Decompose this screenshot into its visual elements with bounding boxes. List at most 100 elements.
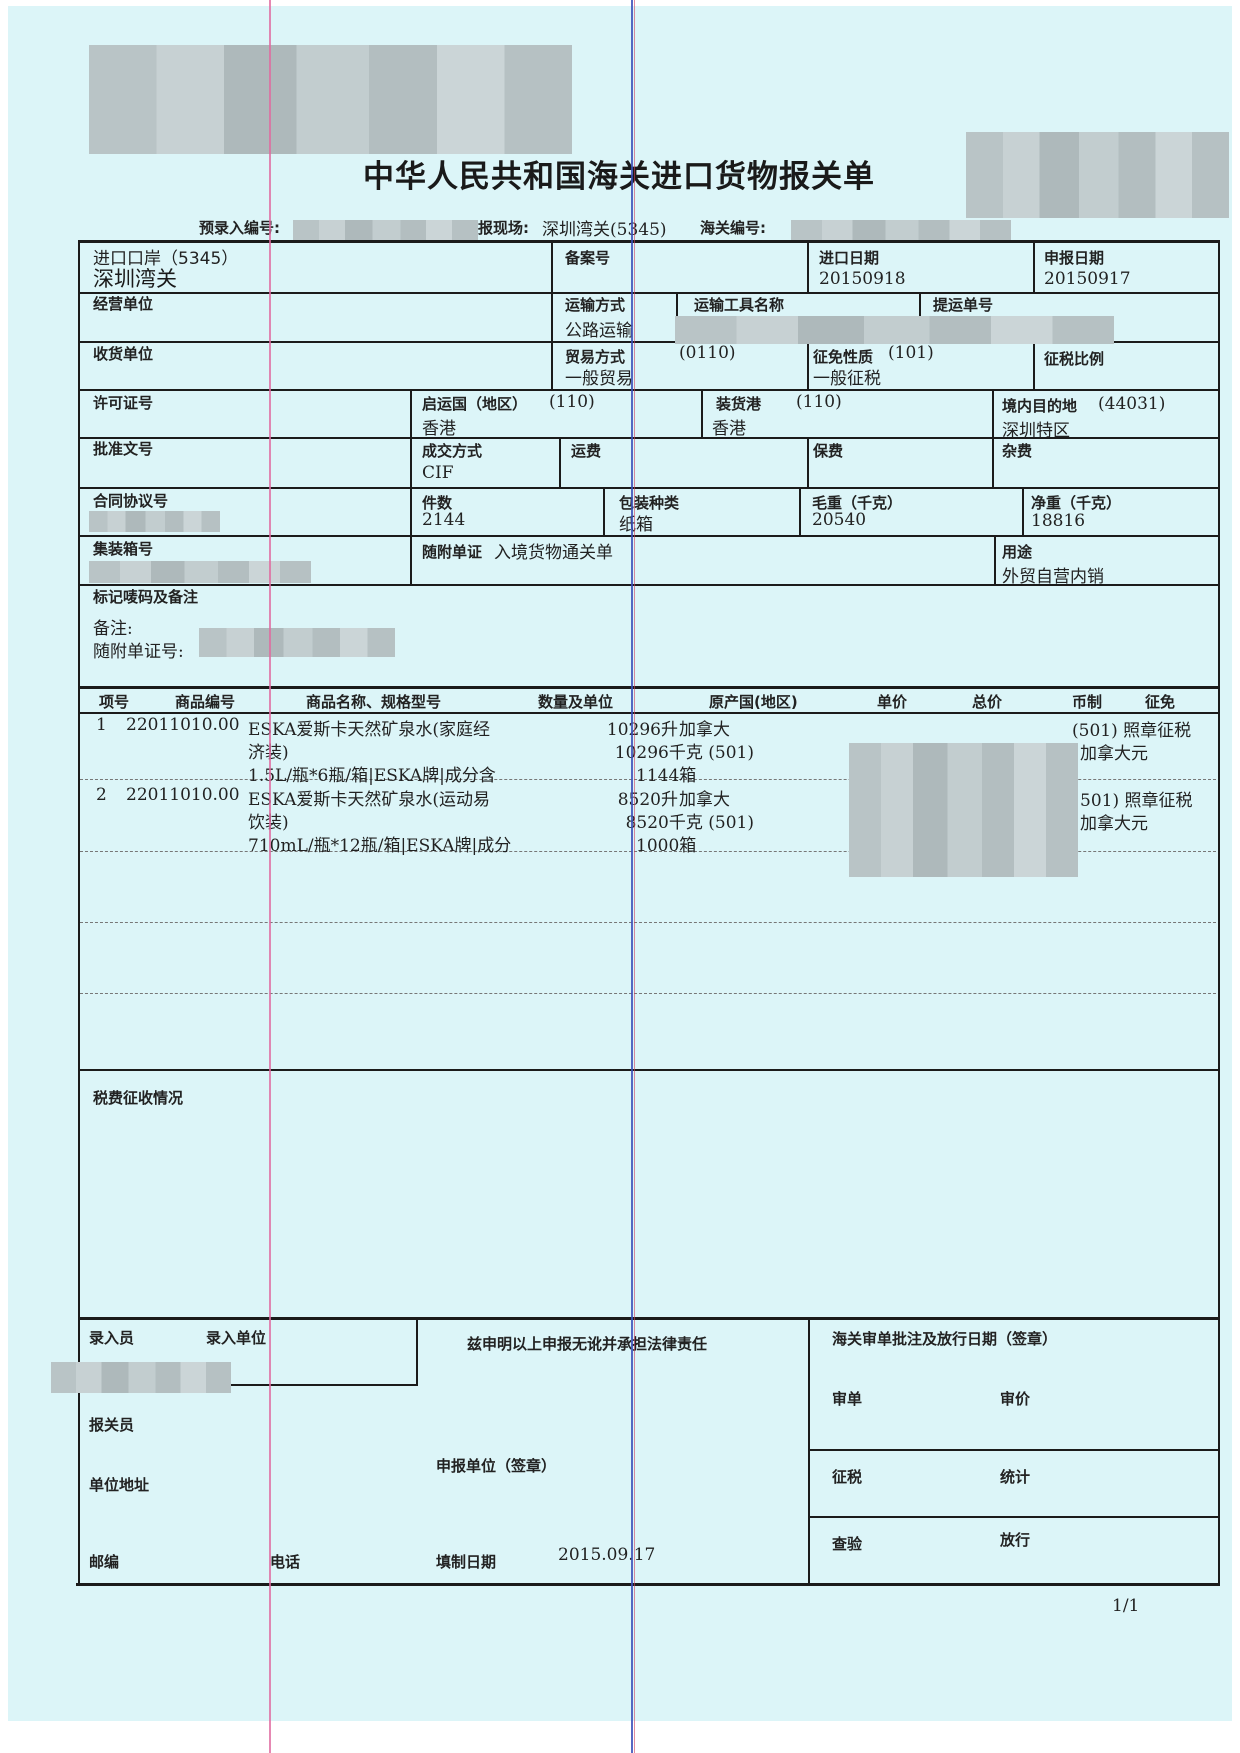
customs-approval-label: 海关审单批注及放行日期（签章） <box>832 1330 1058 1348</box>
statistics-label: 统计 <box>1000 1468 1031 1486</box>
origin-country-label: 启运国（地区） <box>422 395 528 413</box>
net-weight-value: 18816 <box>1031 511 1086 531</box>
attached-doc-no-label: 随附单证号: <box>93 642 184 662</box>
item-name-line: 饮装) <box>248 808 289 833</box>
transport-mode-label: 运输方式 <box>565 296 626 314</box>
column-header: 原产国(地区) <box>709 693 798 711</box>
exemption-nature-label: 征免性质 <box>813 348 874 366</box>
item-exemption: 501) 照章征税 <box>1080 791 1193 811</box>
redacted-contract-no <box>89 511 220 532</box>
column-header: 商品编号 <box>175 693 236 711</box>
item-name-line: 济装) <box>248 738 289 763</box>
tax-section-label: 税费征收情况 <box>93 1089 184 1107</box>
item-code: 22011010.00 <box>126 785 240 805</box>
import-date-label: 进口日期 <box>819 249 880 267</box>
item-name-line: ESKA爱斯卡天然矿泉水(家庭经 <box>248 720 490 740</box>
phone-label: 电话 <box>270 1553 301 1571</box>
item-origin: 加拿大 <box>679 720 730 740</box>
item-qty-line: 8520升 <box>617 790 678 810</box>
exemption-nature-code: (101) <box>888 343 934 363</box>
price-review-label: 审价 <box>1000 1390 1031 1408</box>
item-name-line: ESKA爱斯卡天然矿泉水(运动易 <box>248 790 490 810</box>
item-name-line: 1.5L/瓶*6瓶/箱|ESKA牌|成分含 <box>248 766 496 786</box>
marks-label: 标记唛码及备注 <box>93 588 199 606</box>
scan-line-artifact <box>634 0 635 1753</box>
redacted-block <box>89 45 572 154</box>
insurance-label: 保费 <box>813 442 844 460</box>
item-currency: 加拿大元 <box>1080 744 1148 764</box>
import-port-value: 深圳湾关 <box>93 267 177 291</box>
freight-label: 运费 <box>571 442 602 460</box>
unit-address-label: 单位地址 <box>89 1476 150 1494</box>
entry-clerk-label: 录入员 <box>89 1329 135 1347</box>
item-origin: 加拿大 <box>679 790 730 810</box>
loading-port-label: 装货港 <box>716 395 762 413</box>
redacted-vehicle-bill <box>675 316 1114 344</box>
import-port-label: 进口口岸（5345） <box>93 249 239 269</box>
column-header: 单价 <box>877 693 908 711</box>
declaration-site-value: 深圳湾关(5345) <box>542 220 667 240</box>
origin-country-value: 香港 <box>422 419 456 439</box>
container-label: 集装箱号 <box>93 540 154 558</box>
redacted-entry-clerk <box>51 1362 231 1393</box>
misc-label: 杂费 <box>1002 442 1033 460</box>
postcode-label: 邮编 <box>89 1553 120 1571</box>
origin-country-code: (110) <box>549 392 595 412</box>
item-currency: 加拿大元 <box>1080 814 1148 834</box>
package-value: 纸箱 <box>619 515 653 535</box>
release-label: 放行 <box>1000 1531 1031 1549</box>
record-no-label: 备案号 <box>565 249 611 267</box>
item-no: 2 <box>96 785 107 805</box>
statement-text: 兹申明以上申报无讹并承担法律责任 <box>467 1335 708 1353</box>
column-header: 总价 <box>972 693 1003 711</box>
usage-value: 外贸自营内销 <box>1002 567 1104 587</box>
fill-date-label: 填制日期 <box>436 1553 497 1571</box>
transport-mode-value: 公路运输 <box>565 321 633 341</box>
tax-label: 征税 <box>832 1468 863 1486</box>
exemption-nature-value: 一般征税 <box>813 369 881 389</box>
contract-label: 合同协议号 <box>93 492 169 510</box>
attached-docs-label: 随附单证 <box>422 543 483 561</box>
operator-label: 经营单位 <box>93 295 154 313</box>
attached-docs-value: 入境货物通关单 <box>494 543 613 563</box>
net-weight-label: 净重（千克） <box>1031 494 1122 512</box>
remarks-label: 备注: <box>93 619 133 639</box>
redacted-block <box>966 132 1229 218</box>
column-header: 征免 <box>1145 693 1176 711</box>
declaration-site-label: 报现场: <box>478 219 529 237</box>
pieces-value: 2144 <box>422 510 466 530</box>
column-header: 币制 <box>1072 693 1103 711</box>
item-qty-line: 10296千克 (501) <box>614 743 754 763</box>
usage-label: 用途 <box>1002 543 1033 561</box>
deal-mode-label: 成交方式 <box>422 442 483 460</box>
broker-label: 报关员 <box>89 1416 135 1434</box>
trade-mode-code: (0110) <box>679 343 736 363</box>
consignee-label: 收货单位 <box>93 345 154 363</box>
item-qty-line: 10296升 <box>606 720 678 740</box>
column-header: 数量及单位 <box>538 693 614 711</box>
item-exemption: (501) 照章征税 <box>1072 721 1192 741</box>
destination-label: 境内目的地 <box>1002 397 1078 415</box>
approval-no-label: 批准文号 <box>93 440 154 458</box>
destination-code: (44031) <box>1098 394 1166 414</box>
document-title: 中华人民共和国海关进口货物报关单 <box>363 159 875 195</box>
redacted-customs-no <box>791 220 1011 243</box>
inspection-label: 查验 <box>832 1535 863 1553</box>
item-no: 1 <box>96 715 107 735</box>
page-number: 1/1 <box>1112 1596 1140 1616</box>
scan-line-artifact <box>269 0 271 1753</box>
tax-ratio-label: 征税比例 <box>1044 350 1105 368</box>
trade-mode-label: 贸易方式 <box>565 348 626 366</box>
column-header: 商品名称、规格型号 <box>306 693 442 711</box>
declaring-unit-label: 申报单位（签章） <box>436 1457 557 1475</box>
gross-weight-value: 20540 <box>812 510 867 530</box>
trade-mode-value: 一般贸易 <box>565 369 633 389</box>
redacted-pre-entry-no <box>293 220 478 243</box>
item-code: 22011010.00 <box>126 715 240 735</box>
license-label: 许可证号 <box>93 394 154 412</box>
redacted-attached-doc-no <box>199 628 395 657</box>
vehicle-name-label: 运输工具名称 <box>694 296 785 314</box>
loading-port-code: (110) <box>796 392 842 412</box>
customs-no-label: 海关编号: <box>700 219 766 237</box>
item-qty-line: 1144箱 <box>636 766 697 786</box>
